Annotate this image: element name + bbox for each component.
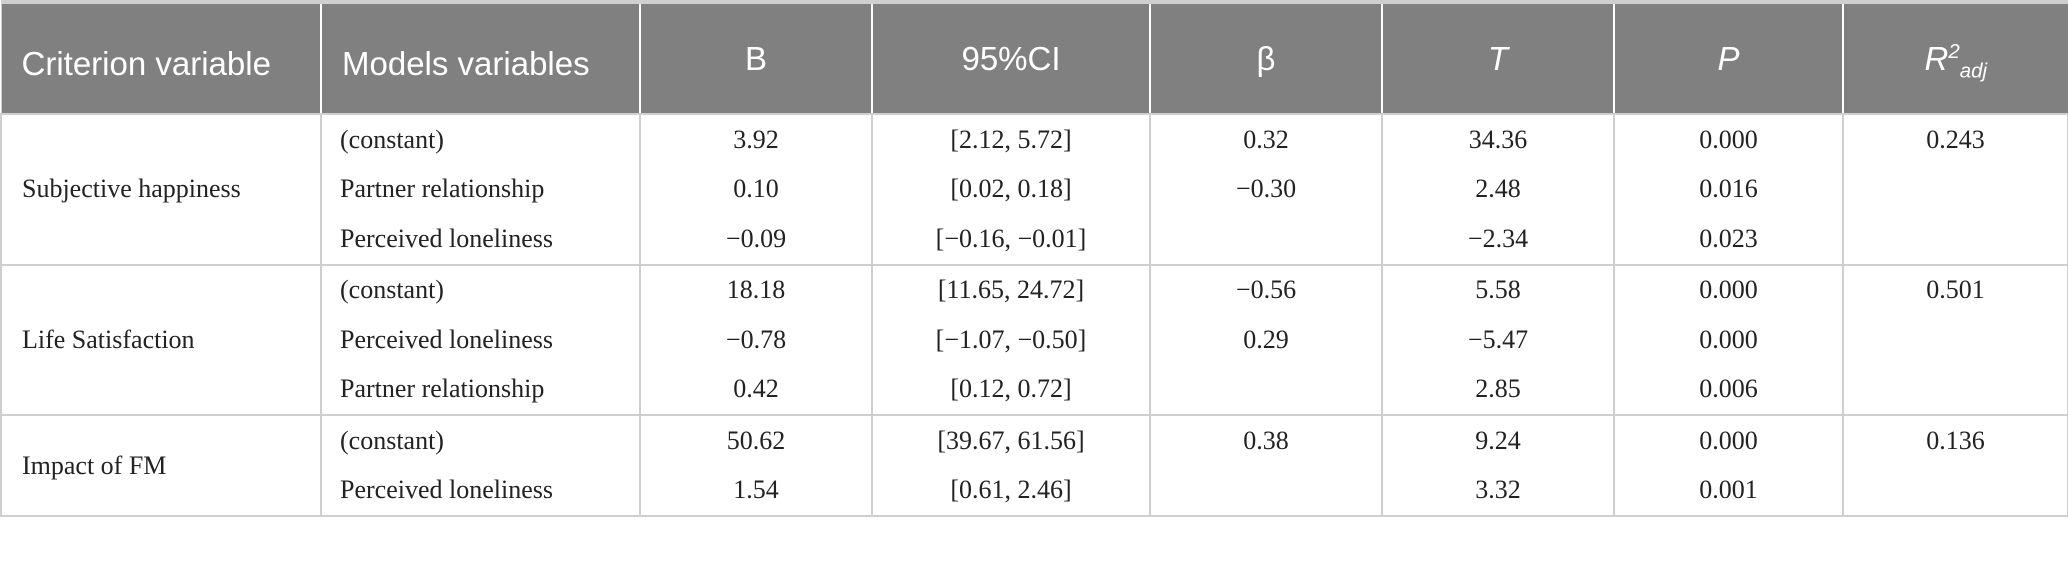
criterion-cell: Life Satisfaction — [0, 263, 322, 416]
header-r2-sub: adj — [1959, 59, 1987, 83]
header-r2-adj: R2adj — [1842, 0, 2068, 115]
criterion-cell: Impact of FM — [0, 414, 322, 517]
model-cell: Perceived loneliness — [320, 214, 641, 265]
beta-cell — [1149, 465, 1383, 517]
regression-table: Criterion variable Models variables B 95… — [0, 0, 2068, 517]
ci-cell: [0.12, 0.72] — [871, 364, 1151, 415]
t-cell: 9.24 — [1381, 414, 1615, 466]
t-cell: 2.85 — [1381, 364, 1615, 415]
r2-cell — [1842, 315, 2068, 365]
beta-cell: 0.38 — [1149, 414, 1383, 466]
beta-cell: −0.30 — [1149, 164, 1383, 214]
p-cell: 0.016 — [1613, 164, 1844, 214]
b-cell: 50.62 — [639, 414, 873, 466]
beta-cell — [1149, 364, 1383, 415]
b-cell: 18.18 — [639, 263, 873, 315]
t-cell: 34.36 — [1381, 113, 1615, 165]
table-row: Subjective happiness (constant) 3.92 [2.… — [0, 113, 2068, 266]
p-cell: 0.000 — [1613, 113, 1844, 165]
p-cell: 0.023 — [1613, 214, 1844, 265]
table-row: Partner relationship 0.10 [0.02, 0.18] −… — [1, 164, 2068, 214]
header-p: P — [1613, 0, 1844, 115]
model-cell: (constant) — [320, 263, 641, 315]
table-body: Subjective happiness (constant) 3.92 [2.… — [0, 113, 2068, 517]
b-cell: 0.42 — [639, 364, 873, 415]
r2-cell: 0.243 — [1842, 113, 2068, 165]
p-cell: 0.000 — [1613, 315, 1844, 365]
t-cell: −5.47 — [1381, 315, 1615, 365]
r2-cell — [1842, 214, 2068, 265]
r2-cell — [1842, 364, 2068, 415]
r2-cell — [1842, 465, 2068, 517]
b-cell: 1.54 — [639, 465, 873, 517]
table-header: Criterion variable Models variables B 95… — [0, 0, 2068, 115]
header-beta: β — [1149, 0, 1383, 115]
beta-cell: −0.56 — [1149, 263, 1383, 315]
b-cell: 3.92 — [639, 113, 873, 165]
table-row: Partner relationship 0.42 [0.12, 0.72] 2… — [1, 364, 2068, 415]
t-cell: −2.34 — [1381, 214, 1615, 265]
model-cell: (constant) — [320, 414, 641, 466]
model-cell: Partner relationship — [320, 364, 641, 415]
ci-cell: [11.65, 24.72] — [871, 263, 1151, 315]
table-row: Perceived loneliness −0.09 [−0.16, −0.01… — [1, 214, 2068, 265]
beta-cell — [1149, 214, 1383, 265]
p-cell: 0.001 — [1613, 465, 1844, 517]
header-r2-base: R — [1924, 39, 1949, 77]
b-cell: −0.78 — [639, 315, 873, 365]
header-b: B — [639, 0, 873, 115]
r2-cell: 0.501 — [1842, 263, 2068, 315]
t-cell: 3.32 — [1381, 465, 1615, 517]
header-r2-sup: 2 — [1948, 39, 1960, 63]
b-cell: −0.09 — [639, 214, 873, 265]
p-cell: 0.000 — [1613, 414, 1844, 466]
beta-cell: 0.32 — [1149, 113, 1383, 165]
p-cell: 0.006 — [1613, 364, 1844, 415]
table-row: Perceived loneliness −0.78 [−1.07, −0.50… — [1, 315, 2068, 365]
b-cell: 0.10 — [639, 164, 873, 214]
header-criterion: Criterion variable — [0, 0, 322, 115]
header-ci: 95%CI — [871, 0, 1151, 115]
header-t: T — [1381, 0, 1615, 115]
r2-cell — [1842, 164, 2068, 214]
model-cell: Partner relationship — [320, 164, 641, 214]
ci-cell: [−0.16, −0.01] — [871, 214, 1151, 265]
ci-cell: [2.12, 5.72] — [871, 113, 1151, 165]
table-row: Perceived loneliness 1.54 [0.61, 2.46] 3… — [1, 465, 2068, 517]
t-cell: 2.48 — [1381, 164, 1615, 214]
model-cell: (constant) — [320, 113, 641, 165]
ci-cell: [0.02, 0.18] — [871, 164, 1151, 214]
p-cell: 0.000 — [1613, 263, 1844, 315]
beta-cell: 0.29 — [1149, 315, 1383, 365]
model-cell: Perceived loneliness — [320, 465, 641, 517]
r2-cell: 0.136 — [1842, 414, 2068, 466]
header-models: Models variables — [320, 0, 641, 115]
ci-cell: [39.67, 61.56] — [871, 414, 1151, 466]
table-row: Life Satisfaction (constant) 18.18 [11.6… — [0, 263, 2068, 416]
ci-cell: [0.61, 2.46] — [871, 465, 1151, 517]
criterion-cell: Subjective happiness — [0, 113, 322, 266]
t-cell: 5.58 — [1381, 263, 1615, 315]
header-row: Criterion variable Models variables B 95… — [0, 0, 2068, 115]
table-row: Impact of FM (constant) 50.62 [39.67, 61… — [0, 414, 2068, 517]
model-cell: Perceived loneliness — [320, 315, 641, 365]
ci-cell: [−1.07, −0.50] — [871, 315, 1151, 365]
